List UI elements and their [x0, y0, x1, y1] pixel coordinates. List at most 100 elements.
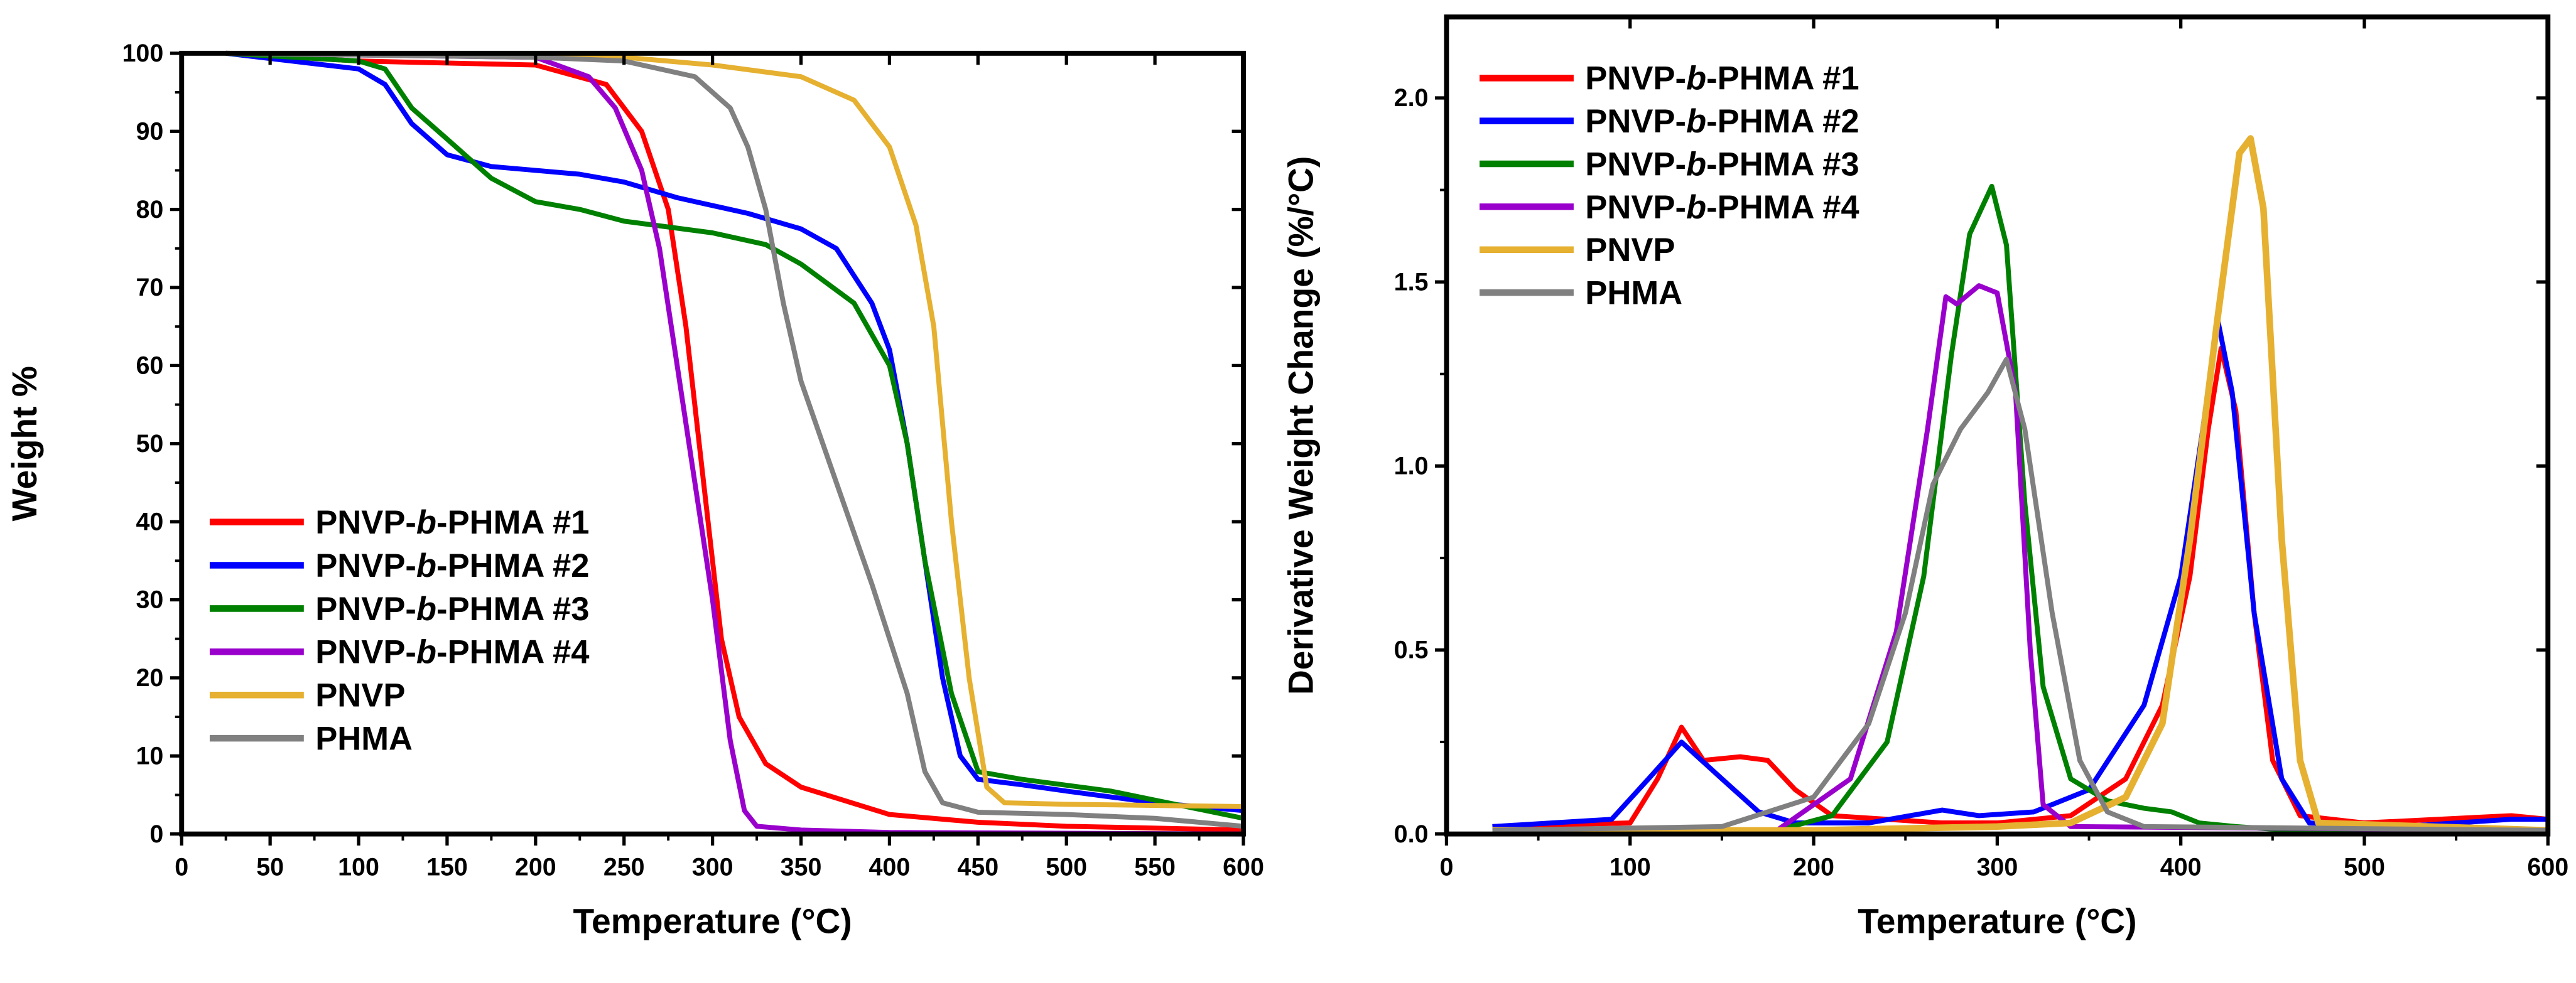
x-tick-label: 450: [957, 853, 998, 881]
text-span: PHMA #4: [1718, 189, 1859, 226]
x-tick-label: 600: [1223, 853, 1264, 881]
legend-label: PNVP-b-PHMA #4: [315, 634, 589, 671]
legend-label: PNVP-b-PHMA #3: [1585, 146, 1859, 183]
legend-item: PNVP-b-PHMA #2: [1480, 103, 1859, 140]
text-span: PHMA #3: [448, 591, 590, 628]
text-span: PHMA #1: [1718, 60, 1859, 97]
italic-b: b: [1686, 103, 1706, 140]
dash: -: [1675, 189, 1686, 226]
legend-item: PNVP-b-PHMA #3: [209, 591, 590, 628]
dash: -: [436, 591, 448, 628]
y-tick-label: 10: [136, 742, 163, 770]
legend-item: PNVP-b-PHMA #4: [1480, 189, 1859, 226]
y-tick-label: 2.0: [1394, 84, 1429, 112]
text-span: PNVP: [1585, 232, 1675, 269]
y-tick-label: 1.0: [1394, 452, 1429, 480]
x-tick-label: 300: [692, 853, 733, 881]
italic-b: b: [416, 504, 436, 541]
legend-label: PNVP: [315, 677, 405, 714]
text-span: PHMA: [1585, 275, 1682, 312]
x-tick-label: 250: [603, 853, 645, 881]
series-line-pnvp-b-phma-4: [1492, 283, 2548, 833]
legend-item: PNVP: [1480, 232, 1675, 269]
dash: -: [1675, 103, 1686, 140]
legend-item: PNVP-b-PHMA #2: [209, 547, 590, 584]
text-span: PNVP: [1585, 60, 1675, 97]
legend-item: PHMA: [1480, 275, 1682, 312]
dash: -: [436, 504, 448, 541]
italic-b: b: [416, 591, 436, 628]
text-span: PNVP: [315, 504, 405, 541]
dash: -: [1706, 103, 1718, 140]
dash: -: [405, 591, 416, 628]
y-tick-label: 60: [136, 352, 163, 380]
legend-label: PNVP-b-PHMA #4: [1585, 189, 1859, 226]
x-tick-label: 550: [1134, 853, 1176, 881]
dash: -: [405, 504, 416, 541]
plot-frame: [179, 50, 1246, 837]
y-tick-label: 50: [136, 430, 163, 458]
series-line-pnvp-b-phma-2: [225, 50, 1244, 814]
dash: -: [436, 634, 448, 671]
dash: -: [1706, 189, 1718, 226]
text-span: PNVP: [315, 634, 405, 671]
x-tick-label: 100: [338, 853, 379, 881]
series-line-phma: [1492, 357, 2548, 833]
italic-b: b: [416, 634, 436, 671]
x-tick-label: 400: [869, 853, 911, 881]
series-line-phma: [225, 50, 1244, 829]
x-tick-label: 600: [2527, 853, 2568, 881]
italic-b: b: [1686, 60, 1706, 97]
dash: -: [405, 547, 416, 584]
text-span: PHMA #2: [448, 547, 590, 584]
legend-item: PNVP-b-PHMA #1: [209, 504, 590, 541]
italic-b: b: [416, 547, 436, 584]
y-tick-label: 80: [136, 196, 163, 223]
dash: -: [1675, 60, 1686, 97]
x-tick-label: 400: [2160, 853, 2202, 881]
text-span: PHMA #3: [1718, 146, 1859, 183]
y-tick-label: 0.5: [1394, 637, 1429, 664]
x-axis-title: Temperature (°C): [573, 901, 852, 940]
x-tick-label: 100: [1610, 853, 1651, 881]
y-tick-label: 40: [136, 508, 163, 535]
legend-item: PNVP-b-PHMA #4: [209, 634, 590, 671]
x-tick-label: 500: [1046, 853, 1087, 881]
y-axis-title: Weight %: [5, 366, 44, 521]
legend-item: PHMA: [209, 721, 413, 758]
dash: -: [1706, 146, 1718, 183]
text-span: PNVP: [1585, 189, 1675, 226]
y-tick-label: 100: [122, 40, 164, 67]
dash: -: [1706, 60, 1718, 97]
italic-b: b: [1686, 189, 1706, 226]
dtg-chart: 0 100 200 300 400 500 600 0.0 0.5 1.0 1.5 2.0 Temper…: [1281, 14, 2568, 940]
y-tick-label: 0: [149, 820, 163, 848]
text-span: PNVP: [1585, 146, 1675, 183]
y-axis-title: Derivative Weight Change (%/°C): [1281, 156, 1320, 695]
legend-label: PNVP: [1585, 232, 1675, 269]
series-line-pnvp-b-phma-2: [1492, 316, 2548, 829]
x-tick-label: 350: [781, 853, 822, 881]
legend-item: PNVP-b-PHMA #3: [1480, 146, 1859, 183]
y-tick-label: 70: [136, 274, 163, 301]
tga-chart: 0 50 100 150 200 250 300 350 400 450 500 550 600 0 10 2…: [5, 40, 1264, 940]
x-tick-label: 150: [426, 853, 468, 881]
series-line-pnvp-b-phma-3: [225, 50, 1244, 821]
text-span: PHMA: [315, 721, 413, 758]
legend-item: PNVP: [209, 677, 405, 714]
y-tick-label: 1.5: [1394, 268, 1429, 296]
y-tick-label: 90: [136, 117, 163, 145]
legend-label: PNVP-b-PHMA #1: [315, 504, 589, 541]
x-tick-label: 500: [2344, 853, 2385, 881]
legend-label: PNVP-b-PHMA #2: [315, 547, 589, 584]
text-span: PHMA #4: [448, 634, 590, 671]
legend-label: PNVP-b-PHMA #2: [1585, 103, 1859, 140]
italic-b: b: [1686, 146, 1706, 183]
x-tick-label: 200: [515, 853, 556, 881]
dash: -: [405, 634, 416, 671]
series-line-pnvp: [225, 50, 1244, 809]
x-tick-label: 0: [1439, 853, 1453, 881]
